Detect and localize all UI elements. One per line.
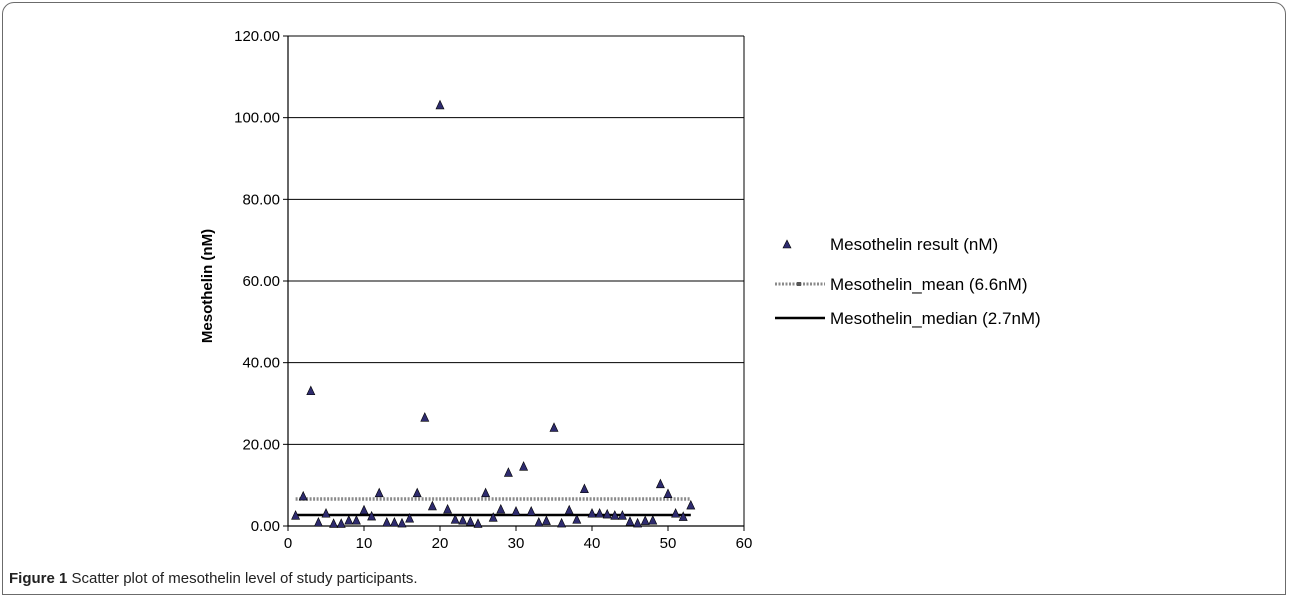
x-tick-label-5: 50 (660, 535, 677, 552)
y-tick-label-1: 20.00 (242, 436, 280, 453)
data-point-26 (481, 487, 491, 498)
data-point-23 (458, 514, 468, 525)
y-axis-label: Mesothelin (nM) (199, 229, 216, 343)
legend-label-result: Mesothelin result (nM) (830, 235, 998, 254)
data-point-35 (549, 422, 559, 432)
y-tick-label-3: 60.00 (242, 273, 280, 290)
data-point-41 (595, 508, 605, 518)
x-tick-label-3: 30 (508, 535, 525, 552)
legend-mean-marker (797, 282, 801, 286)
data-point-12 (374, 487, 384, 498)
data-point-5 (321, 508, 331, 518)
legend-triangle-marker (782, 239, 792, 249)
caption-text: Scatter plot of mesothelin level of stud… (71, 570, 418, 587)
data-point-1 (291, 510, 301, 520)
data-point-17 (412, 487, 422, 498)
data-point-11 (367, 510, 377, 521)
data-point-4 (313, 517, 323, 527)
data-point-30 (511, 506, 521, 516)
data-point-43 (610, 510, 620, 520)
data-point-21 (443, 503, 453, 514)
data-point-27 (488, 512, 498, 522)
data-points (291, 99, 696, 528)
data-point-2 (298, 490, 308, 501)
data-point-6 (329, 518, 339, 528)
data-point-3 (306, 385, 316, 396)
figure-caption: Figure 1 Scatter plot of mesothelin leve… (9, 570, 418, 587)
data-point-48 (648, 514, 658, 525)
legend-item-median: Mesothelin_median (2.7nM) (775, 309, 1041, 328)
y-tick-label-5: 100.00 (234, 110, 280, 127)
data-point-14 (389, 517, 399, 527)
data-point-9 (351, 514, 361, 525)
y-tick-label-6: 120.00 (234, 28, 280, 45)
data-point-38 (572, 514, 582, 524)
data-point-50 (663, 488, 673, 498)
data-point-42 (602, 508, 612, 519)
y-tick-label-2: 40.00 (242, 355, 280, 372)
caption-label: Figure 1 (9, 570, 68, 587)
data-point-19 (427, 500, 437, 511)
data-point-44 (617, 510, 627, 520)
x-tick-label-6: 60 (736, 535, 753, 552)
data-point-34 (541, 515, 551, 525)
x-tick-label-2: 20 (432, 535, 449, 552)
data-point-46 (633, 517, 643, 528)
legend-item-result: Mesothelin result (nM) (782, 235, 998, 254)
data-point-36 (557, 517, 567, 528)
legend-label-mean: Mesothelin_mean (6.6nM) (830, 275, 1027, 294)
legend-label-median: Mesothelin_median (2.7nM) (830, 309, 1041, 328)
data-point-39 (579, 483, 589, 494)
tick-labels: 0.00 20.00 40.00 60.00 80.00 100.00 120.00 0 10 2… (234, 28, 752, 552)
data-point-47 (640, 515, 650, 525)
data-point-37 (564, 504, 574, 515)
data-point-8 (344, 514, 354, 525)
x-tick-label-4: 40 (584, 535, 601, 552)
x-tick-label-1: 10 (356, 535, 373, 552)
grid-lines (288, 35, 744, 445)
data-point-7 (336, 518, 346, 528)
data-point-31 (519, 461, 529, 471)
data-point-52 (678, 511, 688, 521)
legend-item-mean: Mesothelin_mean (6.6nM) (775, 275, 1027, 294)
data-point-18 (420, 412, 430, 422)
data-point-24 (465, 516, 475, 526)
data-point-22 (450, 514, 460, 524)
data-point-15 (397, 517, 407, 528)
y-tick-label-0: 0.00 (251, 518, 280, 535)
data-point-53 (686, 499, 696, 510)
data-point-28 (496, 503, 506, 514)
legend: Mesothelin result (nM) Mesothelin_mean (… (775, 235, 1041, 328)
data-point-16 (405, 512, 415, 523)
data-point-25 (473, 518, 483, 528)
data-point-45 (625, 516, 635, 526)
data-point-13 (382, 517, 392, 527)
data-point-32 (526, 506, 536, 516)
data-point-33 (534, 517, 544, 527)
data-point-40 (587, 508, 597, 518)
data-point-29 (503, 467, 513, 477)
data-point-49 (655, 478, 665, 489)
x-tick-label-0: 0 (284, 535, 292, 552)
data-point-51 (671, 508, 681, 518)
data-point-10 (359, 504, 369, 515)
y-tick-label-4: 80.00 (242, 191, 280, 208)
data-point-20 (435, 99, 445, 110)
